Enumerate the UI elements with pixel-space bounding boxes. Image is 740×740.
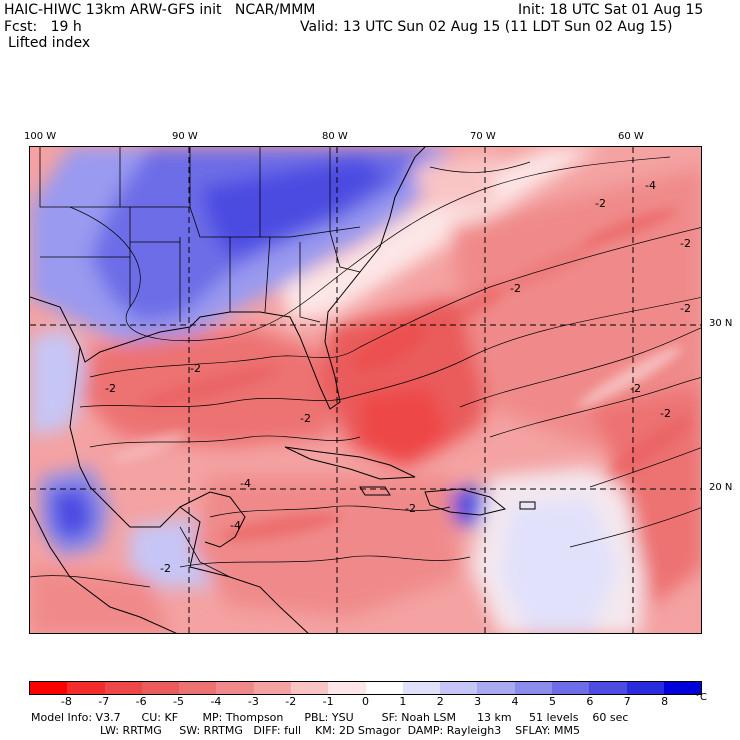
map-title: HAIC-HIWC 13km ARW-GFS init NCAR/MMM	[4, 2, 316, 18]
contour-label: -2	[105, 382, 116, 395]
contour-label: -4	[645, 179, 656, 192]
contour-label-group: -2 -2 -2 -2 -4 -2 -2 -2 -4 -2 -2 -4 -2 -…	[105, 179, 691, 575]
field-texture	[112, 208, 692, 542]
colorbar-tick-label: 0	[362, 695, 369, 708]
colorbar-tick-label: 1	[399, 695, 407, 708]
colorbar-swatch	[216, 682, 254, 694]
map-canvas: -2 -2 -2 -2 -4 -2 -2 -2 -4 -2 -2 -4 -2 -…	[30, 147, 701, 633]
colorbar-swatch	[402, 682, 441, 694]
colorbar-tick-label: -2	[285, 695, 297, 708]
contour-label: -2	[405, 502, 416, 515]
lon-label-60w: 60 W	[618, 131, 644, 142]
contour-label: -2	[190, 362, 201, 375]
lifted-index-map: -2 -2 -2 -2 -4 -2 -2 -2 -4 -2 -2 -4 -2 -…	[29, 146, 702, 634]
latlon-grid	[30, 147, 701, 633]
colorbar	[29, 681, 702, 695]
colorbar-swatch	[328, 682, 366, 694]
valid-time: Valid: 13 UTC Sun 02 Aug 15 (11 LDT Sun …	[300, 19, 673, 35]
contour-label: -2	[510, 282, 521, 295]
colorbar-swatch	[253, 682, 291, 694]
colorbar-swatch	[179, 682, 217, 694]
li-contours	[30, 156, 701, 588]
lat-label-20n: 20 N	[709, 482, 733, 493]
contour-label: -2	[595, 197, 606, 210]
colorbar-swatch	[663, 682, 702, 694]
colorbar-swatch	[440, 682, 478, 694]
contour-label: -2	[160, 562, 171, 575]
colorbar-tick-label: -5	[173, 695, 185, 708]
colorbar-swatch	[104, 682, 142, 694]
forecast-hour: Fcst: 19 h	[4, 19, 82, 35]
coastlines	[30, 147, 536, 633]
colorbar-tick-label: 6	[586, 695, 594, 708]
colorbar-tick-label: -8	[60, 695, 72, 708]
colorbar-tick-label: 2	[436, 695, 444, 708]
colorbar-swatch	[67, 682, 105, 694]
colorbar-tick-label: 7	[623, 695, 631, 708]
colorbar-swatch	[30, 682, 68, 694]
contour-label: -4	[240, 477, 251, 490]
lon-label-70w: 70 W	[470, 131, 496, 142]
colorbar-tick-label: 8	[661, 695, 669, 708]
colorbar-swatch	[589, 682, 627, 694]
colorbar-tick-label: 5	[548, 695, 556, 708]
contour-label: -2	[630, 382, 641, 395]
colorbar-tick-label: -4	[210, 695, 222, 708]
colorbar-tick-label: -6	[135, 695, 147, 708]
colorbar-tick-label: 3	[474, 695, 482, 708]
colorbar-swatch	[477, 682, 515, 694]
init-time: Init: 18 UTC Sat 01 Aug 15	[518, 2, 704, 18]
colorbar-tick-label: -3	[247, 695, 259, 708]
colorbar-tick-label: 4	[511, 695, 519, 708]
contour-label: -4	[230, 519, 241, 532]
contour-label: -2	[680, 302, 691, 315]
model-info-line1: Model Info: V3.7 CU: KF MP: Thompson PBL…	[31, 711, 629, 724]
colorbar-swatch	[365, 682, 403, 694]
contour-label: -2	[300, 412, 311, 425]
lon-label-80w: 80 W	[322, 131, 348, 142]
colorbar-swatch	[290, 682, 329, 694]
colorbar-tick-label: -7	[98, 695, 110, 708]
colorbar-swatch	[141, 682, 180, 694]
contour-label: -2	[660, 407, 671, 420]
colorbar-unit: °C	[695, 692, 707, 703]
lon-label-100w: 100 W	[24, 131, 57, 142]
colorbar-tick-label: -1	[322, 695, 334, 708]
field-name: Lifted index	[8, 35, 91, 51]
colorbar-swatch	[626, 682, 664, 694]
state-borders	[39, 147, 361, 578]
model-info-line2: LW: RRTMG SW: RRTMG DIFF: full KM: 2D Sm…	[100, 724, 580, 737]
colorbar-swatch	[514, 682, 552, 694]
lon-label-90w: 90 W	[172, 131, 198, 142]
lat-label-30n: 30 N	[709, 318, 733, 329]
colorbar-swatch	[551, 682, 590, 694]
contour-label: -2	[680, 237, 691, 250]
